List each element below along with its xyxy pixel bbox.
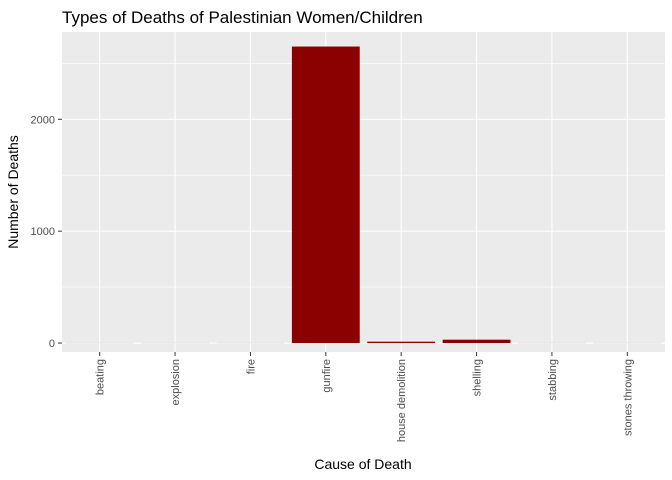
x-tick-label: stabbing [547, 359, 559, 401]
y-axis: 0 1000 2000 [31, 114, 62, 350]
major-gridlines [62, 32, 665, 352]
x-tick-label: explosion [170, 359, 182, 405]
bar-house-demolition [367, 341, 436, 344]
x-axis: beating explosion fire gunfire house demolit… [95, 352, 634, 442]
x-tick-label: beating [95, 359, 107, 395]
x-axis-title: Cause of Death [314, 456, 411, 472]
y-axis-title: Number of Deaths [5, 135, 21, 249]
minor-gridlines [62, 63, 665, 288]
x-tick-label: stones throwing [622, 359, 634, 436]
plot-panel [62, 32, 665, 352]
x-tick-label: shelling [472, 359, 484, 396]
bar-shelling [442, 339, 511, 344]
chart-title: Types of Deaths of Palestinian Women/Chi… [62, 8, 423, 27]
y-tick-label: 1000 [31, 226, 55, 238]
y-tick-label: 2000 [31, 114, 55, 126]
x-tick-label: fire [245, 359, 257, 374]
bars [65, 46, 662, 344]
x-tick-label: house demolition [396, 359, 408, 442]
x-tick-label: gunfire [321, 359, 333, 393]
y-tick-label: 0 [49, 338, 55, 350]
bar-gunfire [291, 46, 360, 344]
